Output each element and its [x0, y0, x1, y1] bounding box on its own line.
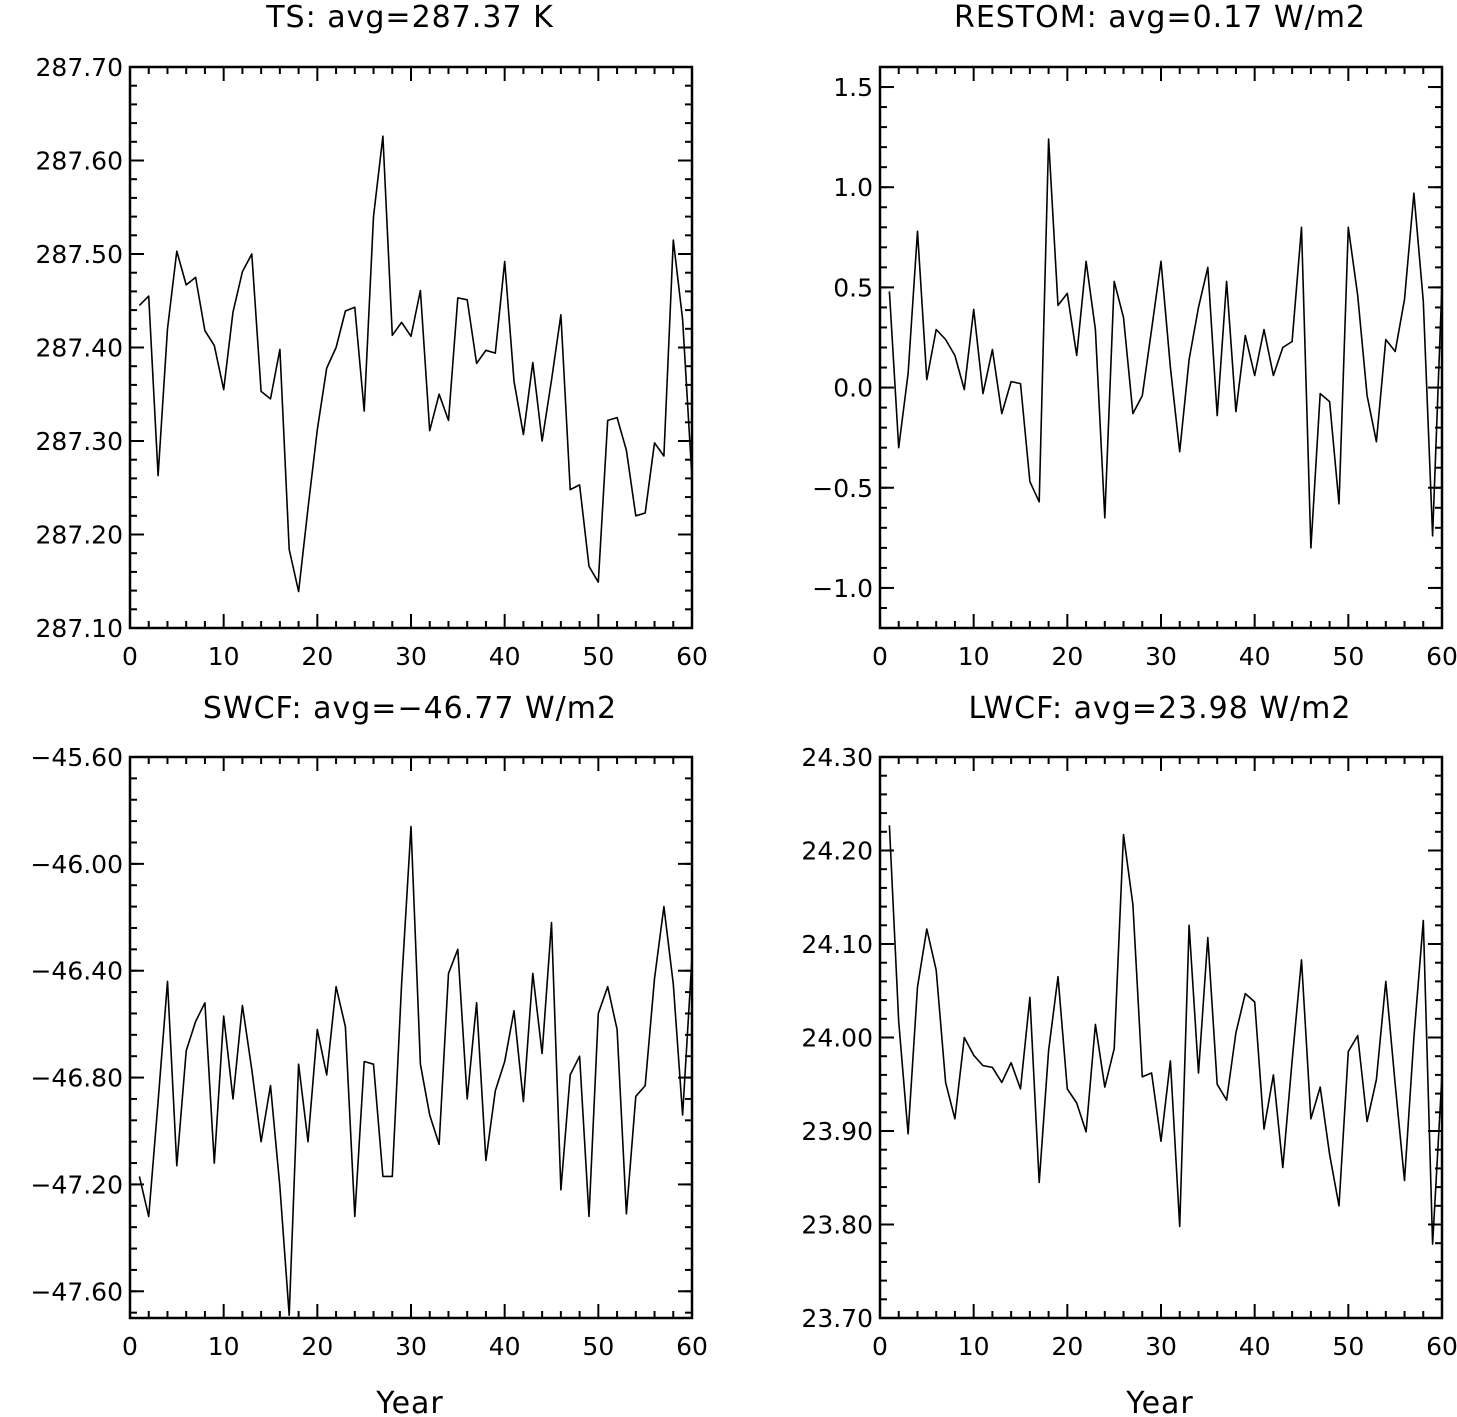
- x-tick-label: 60: [676, 1332, 708, 1361]
- plot-frame: [878, 65, 1444, 630]
- x-tick-label: 10: [958, 1332, 990, 1361]
- x-tick-label: 60: [676, 642, 708, 671]
- y-tick-label: 24.00: [801, 1024, 873, 1053]
- y-tick-label: −46.80: [30, 1064, 123, 1093]
- panel-title: RESTOM: avg=0.17 W/m2: [954, 0, 1366, 35]
- x-tick-label: 30: [1145, 1332, 1177, 1361]
- x-tick-label: 20: [1051, 642, 1083, 671]
- series-line: [138, 135, 693, 593]
- y-tick-label: 1.0: [833, 173, 873, 202]
- plot-frame: [128, 755, 694, 1320]
- x-tick-label: 0: [872, 1332, 888, 1361]
- y-tick-label: 23.90: [801, 1117, 873, 1146]
- x-tick-label: 40: [1239, 1332, 1271, 1361]
- y-tick-label: 23.70: [801, 1304, 873, 1333]
- x-tick-label: 10: [958, 642, 990, 671]
- y-tick-label: −47.20: [30, 1170, 123, 1199]
- x-tick-label: 0: [122, 1332, 138, 1361]
- plot-frame: [878, 755, 1444, 1320]
- y-tick-label: 24.20: [801, 837, 873, 866]
- y-tick-label: −0.5: [812, 474, 873, 503]
- x-tick-label: 30: [1145, 642, 1177, 671]
- y-tick-label: −47.60: [30, 1277, 123, 1306]
- x-tick-label: 50: [582, 1332, 614, 1361]
- y-tick-label: −46.40: [30, 957, 123, 986]
- x-tick-label: 40: [489, 642, 521, 671]
- plot-area: 0 10 20 30 40 50 60 −1.0 −0.5 0.0 0.5 1.0 1.5: [812, 65, 1457, 671]
- y-tick-label: 287.10: [36, 614, 123, 643]
- x-tick-label: 20: [301, 1332, 333, 1361]
- panel-title: SWCF: avg=−46.77 W/m2: [203, 691, 617, 726]
- panel-title: TS: avg=287.37 K: [265, 0, 554, 35]
- y-tick-label: 287.40: [36, 334, 123, 363]
- x-tick-label: 20: [1051, 1332, 1083, 1361]
- panel-ts: TS: avg=287.37 K 0 10 20 30 40 50 60 287.10 287.…: [36, 0, 708, 671]
- plot-area: 0 10 20 30 40 50 60 23.70 23.80 23.90 24.00 24.10 24…: [801, 743, 1457, 1361]
- y-tick-label: −1.0: [812, 574, 873, 603]
- panel-restom: RESTOM: avg=0.17 W/m2 0 10 20 30 40 50 60 −1.0 −…: [812, 0, 1457, 671]
- x-tick-label: 40: [489, 1332, 521, 1361]
- x-tick-label: 50: [582, 642, 614, 671]
- x-axis-label: Year: [1125, 1386, 1194, 1417]
- series-line: [888, 825, 1443, 1245]
- plot-area: 0 10 20 30 40 50 60 287.10 287.20 287.30 287.40 287…: [36, 53, 708, 671]
- plot-frame: [128, 65, 694, 630]
- x-tick-label: 20: [301, 642, 333, 671]
- x-tick-label: 0: [122, 642, 138, 671]
- y-tick-label: 23.80: [801, 1211, 873, 1240]
- y-tick-label: 287.20: [36, 521, 123, 550]
- y-tick-label: 0.5: [833, 273, 873, 302]
- x-tick-label: 0: [872, 642, 888, 671]
- y-tick-label: 287.50: [36, 240, 123, 269]
- y-tick-label: −46.00: [30, 850, 123, 879]
- x-tick-label: 40: [1239, 642, 1271, 671]
- y-tick-label: 287.30: [36, 427, 123, 456]
- panel-lwcf: LWCF: avg=23.98 W/m2 0 10 20 30 40 50 60 23.70 2…: [801, 691, 1457, 1417]
- y-tick-label: 24.10: [801, 930, 873, 959]
- series-line: [888, 138, 1443, 549]
- x-tick-label: 30: [395, 1332, 427, 1361]
- x-tick-label: 30: [395, 642, 427, 671]
- x-tick-label: 60: [1426, 642, 1457, 671]
- y-tick-label: 0.0: [833, 374, 873, 403]
- panel-swcf: SWCF: avg=−46.77 W/m2 0 10 20 30 40 50 60 −47.6…: [30, 691, 707, 1417]
- plot-area: 0 10 20 30 40 50 60 −47.60 −47.20 −46.80 −46.40 −46…: [30, 743, 707, 1361]
- x-tick-label: 60: [1426, 1332, 1457, 1361]
- y-tick-label: 287.70: [36, 53, 123, 82]
- y-tick-label: 1.5: [833, 73, 873, 102]
- y-tick-label: 24.30: [801, 743, 873, 772]
- x-tick-label: 50: [1332, 1332, 1364, 1361]
- panel-title: LWCF: avg=23.98 W/m2: [969, 691, 1352, 726]
- x-axis-label: Year: [375, 1386, 444, 1417]
- x-tick-label: 10: [208, 1332, 240, 1361]
- y-tick-label: −45.60: [30, 743, 123, 772]
- x-tick-label: 10: [208, 642, 240, 671]
- x-tick-label: 50: [1332, 642, 1364, 671]
- series-line: [138, 825, 693, 1317]
- y-tick-label: 287.60: [36, 147, 123, 176]
